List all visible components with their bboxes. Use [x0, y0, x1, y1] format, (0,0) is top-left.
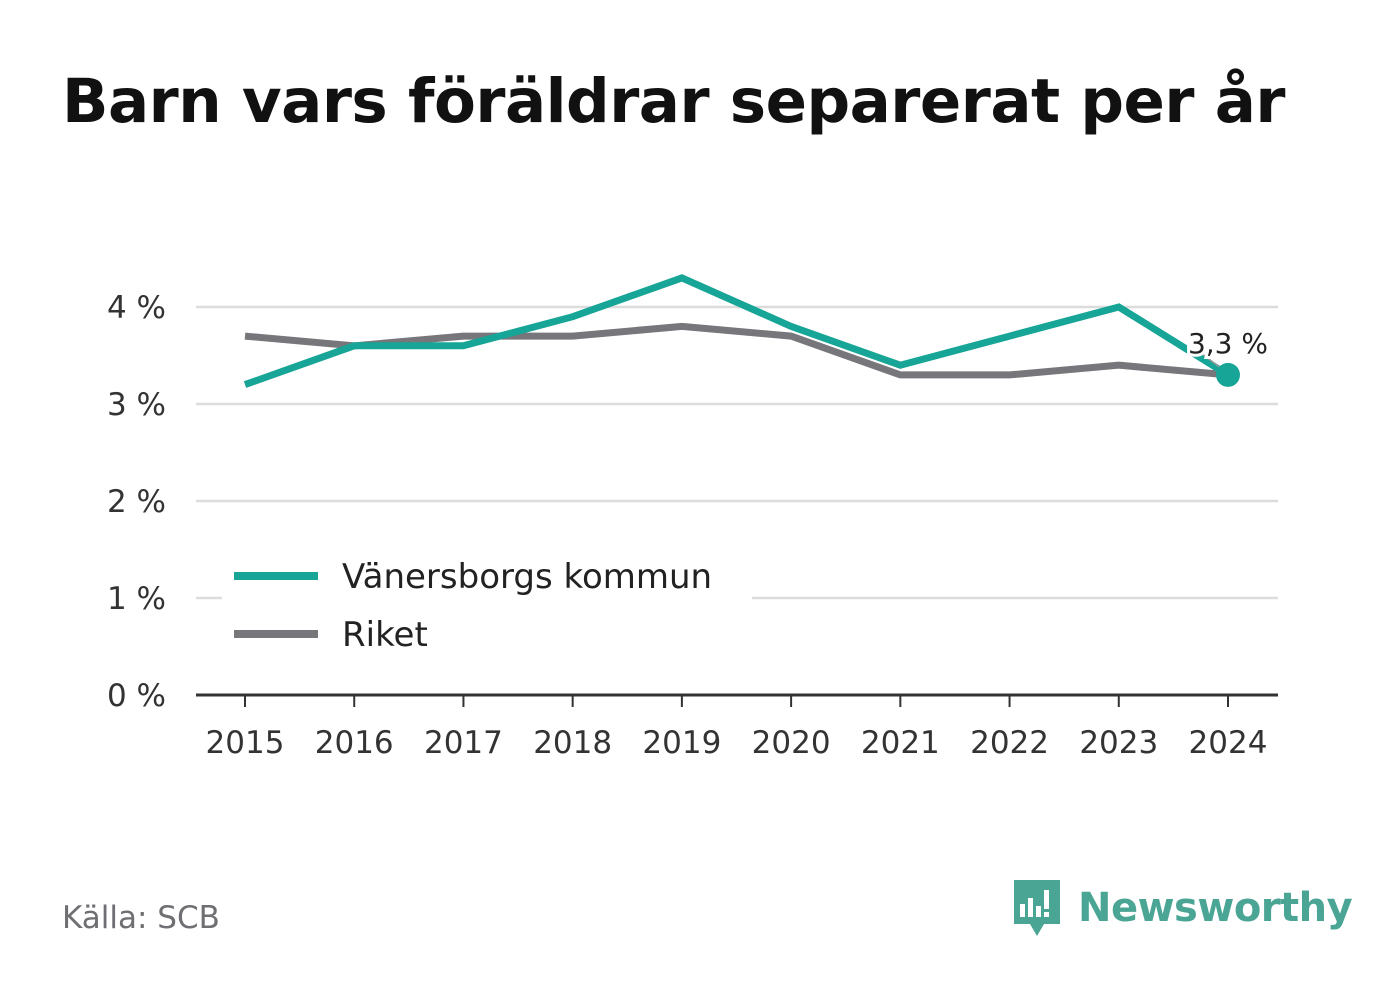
legend-background	[222, 545, 752, 665]
x-tick-label: 2016	[315, 725, 394, 761]
y-tick-label: 0 %	[107, 678, 166, 714]
x-tick-label: 2023	[1079, 725, 1158, 761]
series-group	[243, 274, 1230, 388]
annotation-label: 3,3 %	[1188, 327, 1268, 360]
annotation-marker	[1216, 362, 1240, 387]
x-tick-label: 2019	[642, 725, 721, 761]
y-tick-label: 2 %	[107, 484, 166, 520]
y-tick-label: 4 %	[107, 290, 166, 326]
x-tick-label: 2021	[861, 725, 940, 761]
legend-label: Vänersborgs kommun	[342, 557, 712, 597]
y-tick-label: 1 %	[107, 581, 166, 617]
y-axis: 0 % 1 % 2 % 3 % 4 %	[107, 290, 166, 714]
brand-name: Newsworthy	[1078, 885, 1353, 931]
chart-title: Barn vars föräldrar separerat per år	[62, 66, 1286, 137]
y-tick-label: 3 %	[107, 387, 166, 423]
series-line-riket	[244, 322, 1229, 379]
x-tick-label: 2022	[970, 725, 1049, 761]
source-note: Källa: SCB	[62, 900, 220, 936]
x-tick-label: 2024	[1189, 725, 1268, 761]
x-axis: 2015 2016 2017 2018 2019 2020 2021 2022 2023 2024	[196, 693, 1278, 761]
legend: Vänersborgs kommun Riket	[222, 545, 752, 665]
x-tick-label: 2018	[533, 725, 612, 761]
newsworthy-logo-icon	[1014, 880, 1060, 936]
annotation-leader	[1197, 350, 1223, 370]
legend-label: Riket	[342, 615, 428, 655]
x-tick-label: 2017	[424, 725, 503, 761]
brand-logo: Newsworthy	[1010, 876, 1353, 940]
end-annotation: 3,3 %	[1185, 324, 1271, 387]
series-line-vanersborgs-kommun	[243, 274, 1230, 388]
x-tick-label: 2020	[752, 725, 831, 761]
x-tick-label: 2015	[206, 725, 285, 761]
